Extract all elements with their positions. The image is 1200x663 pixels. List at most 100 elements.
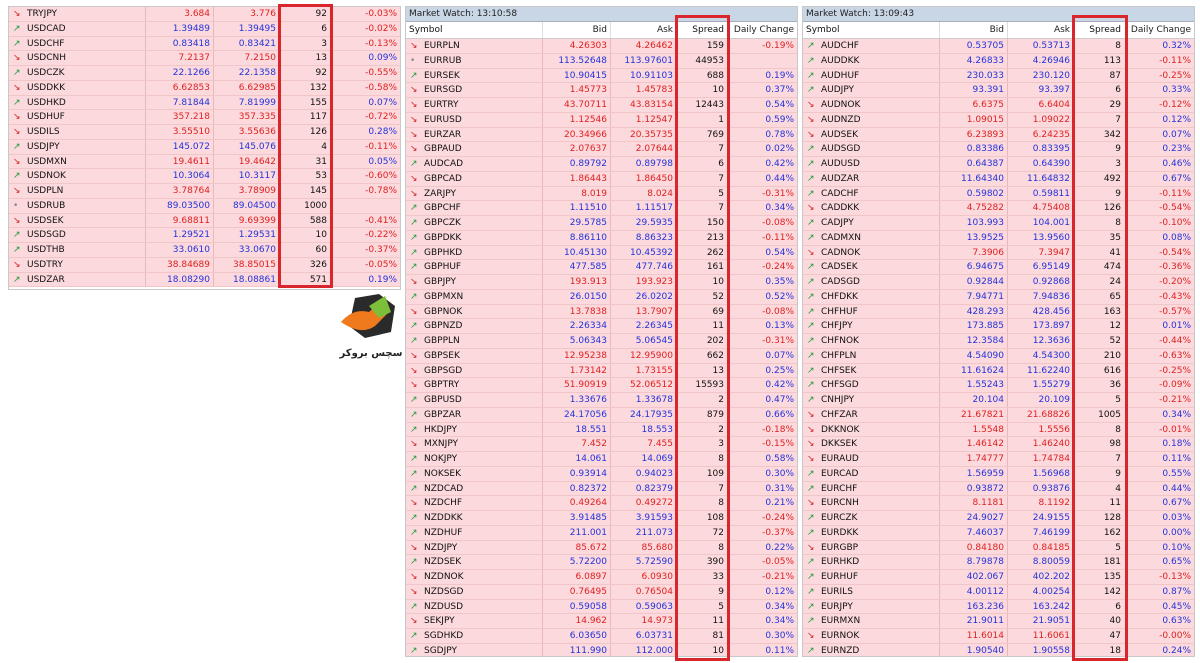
symbol: GBPCHF <box>406 201 543 215</box>
symbol: EURPLN <box>406 39 543 53</box>
quote-row: ↗ EURILS 4.00112 4.00254 142 0.87% <box>803 584 1194 600</box>
symbol: USDTHB <box>9 243 146 257</box>
bid: 8.86110 <box>543 230 611 245</box>
ask: 3.55636 <box>214 125 279 139</box>
trend-icon: ↘ <box>410 439 418 450</box>
ask: 1.56968 <box>1008 466 1073 481</box>
quote-row: ↘ USDDKK 6.62853 6.62985 132 -0.58% <box>9 80 400 96</box>
trend-icon: ↘ <box>13 186 21 196</box>
quote-row: ↗ EURMXN 21.9011 21.9051 40 0.63% <box>803 614 1194 629</box>
quote-row: • USDRUB 89.03500 89.04500 1000 <box>9 198 400 214</box>
ask: 8.1192 <box>1008 496 1073 510</box>
bid: 103.993 <box>940 216 1008 230</box>
symbol: EURILS <box>803 584 940 599</box>
ask: 3.78909 <box>214 184 279 198</box>
symbol: GBPZAR <box>406 407 543 422</box>
symbol: EURHUF <box>803 570 940 584</box>
quote-row: ↘ ZARJPY 8.019 8.024 5 -0.31% <box>406 186 797 202</box>
bid: 10.3064 <box>146 169 214 183</box>
ask: 24.17935 <box>611 407 676 422</box>
symbol: EURMXN <box>803 614 940 628</box>
daily-change: -0.43% <box>1126 290 1194 304</box>
daily-change: 0.44% <box>1126 482 1194 496</box>
symbol: USDJPY <box>9 139 146 154</box>
ask: 1.74784 <box>1008 452 1073 466</box>
daily-change <box>729 54 797 68</box>
ask: 104.001 <box>1008 216 1073 230</box>
ask: 4.00254 <box>1008 584 1073 599</box>
ask: 0.84185 <box>1008 540 1073 555</box>
bid: 402.067 <box>940 570 1008 584</box>
daily-change: 0.07% <box>332 96 400 110</box>
ask: 4.54300 <box>1008 348 1073 363</box>
quote-row: ↘ CADDKK 4.75282 4.75408 126 -0.54% <box>803 201 1194 216</box>
quote-row: ↘ USDPLN 3.78764 3.78909 145 -0.78% <box>9 184 400 199</box>
ask: 10.3117 <box>214 169 279 183</box>
symbol: CADCHF <box>803 186 940 201</box>
bid: 163.236 <box>940 599 1008 614</box>
daily-change: 0.32% <box>1126 39 1194 53</box>
trend-icon: ↘ <box>410 542 418 553</box>
highlight-box <box>675 15 730 661</box>
ask: 12.3636 <box>1008 334 1073 348</box>
ask: 211.073 <box>611 525 676 540</box>
trend-icon: ↘ <box>807 424 815 435</box>
daily-change: -0.58% <box>332 81 400 95</box>
bid: 5.72200 <box>543 555 611 569</box>
ask: 5.72590 <box>611 555 676 569</box>
daily-change: 0.34% <box>729 600 797 614</box>
column-header: Symbol <box>406 22 543 38</box>
daily-change: 0.67% <box>1126 172 1194 186</box>
trend-icon: ↗ <box>13 23 21 34</box>
symbol: USDCHF <box>9 36 146 51</box>
column-header: Ask <box>1008 22 1073 38</box>
quote-row: ↘ DKKNOK 1.5548 1.5556 8 -0.01% <box>803 422 1194 438</box>
bid: 4.26833 <box>940 53 1008 68</box>
market-watch-panel: Market Watch: 13:09:43 Symbol Bid Ask Spread… <box>802 6 1195 657</box>
bid: 12.95238 <box>543 348 611 363</box>
ask: 112.000 <box>611 643 676 656</box>
daily-change: -0.05% <box>332 258 400 272</box>
ask: 1.11517 <box>611 201 676 215</box>
quote-row: ↘ EURZAR 20.34966 20.35735 769 0.78% <box>406 127 797 143</box>
trend-icon: ↗ <box>807 601 815 612</box>
symbol: GBPPLN <box>406 334 543 348</box>
bid: 1.09015 <box>940 112 1008 127</box>
symbol: EURHKD <box>803 555 940 569</box>
ask: 2.07644 <box>611 142 676 156</box>
symbol: CHFHUF <box>803 304 940 319</box>
trend-icon: ↗ <box>807 513 815 523</box>
trend-icon: ↗ <box>807 468 815 479</box>
bid: 3.78764 <box>146 184 214 198</box>
quote-row: ↘ DKKSEK 1.46142 1.46240 98 0.18% <box>803 437 1194 452</box>
daily-change: 0.02% <box>729 142 797 156</box>
logo-text: سچس بروکر <box>339 348 403 359</box>
bid: 1.45773 <box>543 83 611 97</box>
daily-change: -0.25% <box>1126 364 1194 378</box>
quote-row: ↘ EURCNH 8.1181 8.1192 11 0.67% <box>803 496 1194 511</box>
bid: 7.94771 <box>940 289 1008 304</box>
bid: 11.61624 <box>940 363 1008 378</box>
bid: 230.033 <box>940 68 1008 83</box>
bid: 18.08290 <box>146 272 214 287</box>
trend-icon: ↗ <box>807 188 815 199</box>
symbol: USDNOK <box>9 169 146 183</box>
symbol: NZDJPY <box>406 540 543 555</box>
quote-row: ↘ GBPSEK 12.95238 12.95900 662 0.07% <box>406 348 797 364</box>
daily-change: -0.55% <box>332 66 400 80</box>
ask: 21.68826 <box>1008 407 1073 422</box>
daily-change: 0.13% <box>729 319 797 333</box>
quote-row: ↘ NZDCHF 0.49264 0.49272 8 0.21% <box>406 496 797 511</box>
trend-icon: ↘ <box>13 259 21 270</box>
ask: 0.76504 <box>611 584 676 599</box>
daily-change: 0.37% <box>729 83 797 97</box>
bid: 477.585 <box>543 260 611 274</box>
trend-icon: ↗ <box>807 321 815 332</box>
daily-change: -0.15% <box>729 437 797 451</box>
trend-icon: ↗ <box>13 68 21 78</box>
trend-icon: ↘ <box>410 616 418 627</box>
symbol: GBPMXN <box>406 289 543 304</box>
bid: 1.55243 <box>940 378 1008 392</box>
quote-row: ↗ AUDSGD 0.83386 0.83395 9 0.23% <box>803 142 1194 157</box>
